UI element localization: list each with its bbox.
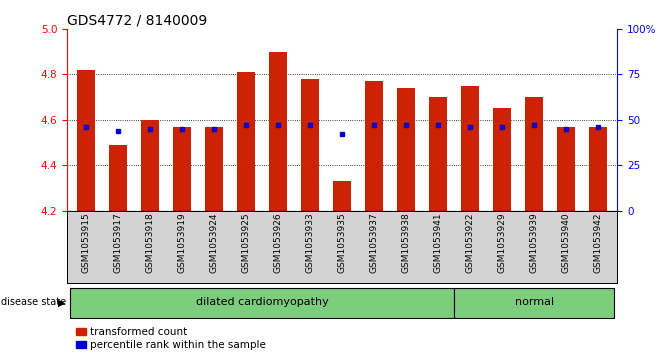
Bar <box>333 181 351 211</box>
Bar <box>525 97 543 211</box>
Text: dilated cardiomyopathy: dilated cardiomyopathy <box>196 297 329 307</box>
Bar <box>238 72 255 211</box>
Text: GSM1053919: GSM1053919 <box>178 213 187 273</box>
Text: GSM1053926: GSM1053926 <box>274 213 282 273</box>
Text: GSM1053924: GSM1053924 <box>210 213 219 273</box>
Bar <box>205 127 223 211</box>
Text: GSM1053935: GSM1053935 <box>338 213 347 273</box>
Bar <box>70 288 454 318</box>
Text: normal: normal <box>515 297 554 307</box>
Text: GSM1053917: GSM1053917 <box>114 213 123 273</box>
Legend: transformed count, percentile rank within the sample: transformed count, percentile rank withi… <box>72 323 270 354</box>
Text: GSM1053933: GSM1053933 <box>306 213 315 273</box>
Bar <box>109 145 127 211</box>
Bar <box>558 127 575 211</box>
Text: disease state: disease state <box>1 297 66 307</box>
Bar <box>174 127 191 211</box>
Bar <box>462 86 479 211</box>
Text: GSM1053922: GSM1053922 <box>466 213 474 273</box>
Bar <box>454 288 614 318</box>
Bar <box>301 79 319 211</box>
Bar <box>77 70 95 211</box>
Text: GSM1053929: GSM1053929 <box>498 213 507 273</box>
Bar <box>397 88 415 211</box>
Text: GSM1053938: GSM1053938 <box>402 213 411 273</box>
Text: GSM1053940: GSM1053940 <box>562 213 570 273</box>
Text: GSM1053925: GSM1053925 <box>242 213 251 273</box>
Text: GDS4772 / 8140009: GDS4772 / 8140009 <box>67 14 207 28</box>
Text: GSM1053942: GSM1053942 <box>594 213 603 273</box>
Bar <box>366 81 383 211</box>
Text: GSM1053915: GSM1053915 <box>82 213 91 273</box>
Bar <box>493 109 511 211</box>
Text: GSM1053939: GSM1053939 <box>529 213 539 273</box>
Bar <box>429 97 447 211</box>
Text: GSM1053918: GSM1053918 <box>146 213 155 273</box>
Text: GSM1053941: GSM1053941 <box>433 213 443 273</box>
Bar <box>142 120 159 211</box>
Text: ▶: ▶ <box>58 297 66 307</box>
Bar <box>589 127 607 211</box>
Text: GSM1053937: GSM1053937 <box>370 213 378 273</box>
Bar <box>270 52 287 211</box>
